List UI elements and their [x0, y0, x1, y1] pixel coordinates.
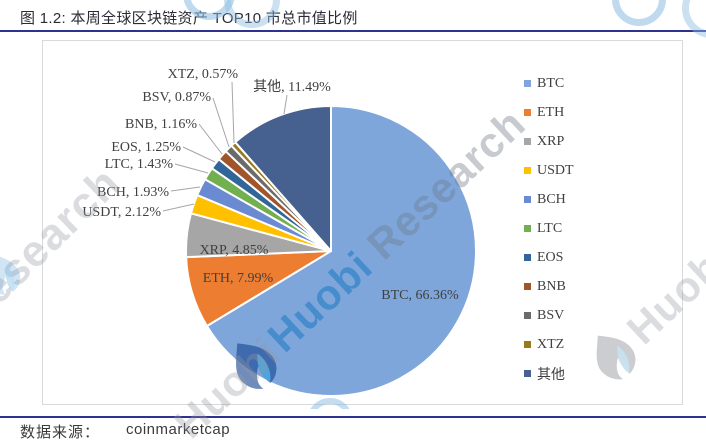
chart-frame: BTC, 66.36% ETH, 7.99% XRP, 4.85% USDT, 2.1…: [42, 40, 683, 405]
legend-item-other: 其他: [524, 359, 574, 388]
legend-swatch-icon: [524, 109, 531, 116]
legend-swatch-icon: [524, 167, 531, 174]
legend-swatch-icon: [524, 80, 531, 87]
legend-label: BSV: [537, 307, 565, 323]
legend-label: XTZ: [537, 336, 565, 352]
legend-label: LTC: [537, 220, 563, 236]
pie-data-label-bnb: BNB, 1.16%: [125, 117, 197, 132]
pie-data-label-bch: BCH, 1.93%: [97, 185, 169, 200]
legend-label: ETH: [537, 104, 565, 120]
huobi-droplet-icon: [0, 247, 27, 301]
legend-item-btc: BTC: [524, 69, 574, 98]
legend-swatch-icon: [524, 138, 531, 145]
legend-item-bsv: BSV: [524, 301, 574, 330]
chart-legend: BTC ETH XRP USDT BCH LTC EOS BNB BSV XTZ 其他: [524, 69, 574, 388]
pie-data-label-eth: ETH, 7.99%: [203, 271, 274, 286]
legend-item-eos: EOS: [524, 243, 574, 272]
pie-data-label-usdt: USDT, 2.12%: [82, 205, 161, 220]
pie-data-label-bsv: BSV, 0.87%: [142, 90, 211, 105]
legend-swatch-icon: [524, 283, 531, 290]
legend-item-eth: ETH: [524, 98, 574, 127]
data-source-value: coinmarketcap: [126, 421, 231, 438]
pie-slice-other: [234, 105, 332, 252]
pie-data-label-other: 其他, 11.49%: [253, 79, 331, 95]
legend-swatch-icon: [524, 312, 531, 319]
pie-data-label-btc: BTC, 66.36%: [381, 288, 459, 303]
legend-label: 其他: [537, 367, 565, 383]
legend-label: USDT: [537, 162, 574, 178]
pie-data-label-eos: EOS, 1.25%: [111, 140, 181, 155]
legend-label: XRP: [537, 133, 565, 149]
legend-item-bch: BCH: [524, 185, 574, 214]
legend-label: BNB: [537, 278, 566, 294]
legend-swatch-icon: [524, 254, 531, 261]
legend-swatch-icon: [524, 225, 531, 232]
legend-swatch-icon: [524, 341, 531, 348]
pie-data-label-xrp: XRP, 4.85%: [200, 243, 269, 258]
legend-item-bnb: BNB: [524, 272, 574, 301]
pie-chart: BTC, 66.36% ETH, 7.99% XRP, 4.85% USDT, 2.1…: [82, 67, 477, 397]
legend-label: BTC: [537, 75, 565, 91]
legend-item-xtz: XTZ: [524, 330, 574, 359]
legend-item-usdt: USDT: [524, 156, 574, 185]
label-leader-line-bch: [170, 186, 201, 192]
label-leader-line-bnb: [198, 123, 223, 155]
label-leader-line-other: [283, 94, 288, 115]
legend-swatch-icon: [524, 370, 531, 377]
label-leader-line-eos: [182, 146, 216, 163]
legend-item-ltc: LTC: [524, 214, 574, 243]
label-leader-line-usdt: [162, 203, 195, 212]
legend-label: BCH: [537, 191, 566, 207]
label-leader-line-bsv: [212, 97, 230, 148]
label-leader-line-xtz: [231, 81, 235, 144]
title-rule: [0, 30, 706, 32]
droplet-arc-watermark: [612, 0, 666, 26]
footer-rule: [0, 416, 706, 418]
legend-item-xrp: XRP: [524, 127, 574, 156]
legend-swatch-icon: [524, 196, 531, 203]
pie-data-label-ltc: LTC, 1.43%: [105, 157, 174, 172]
legend-label: EOS: [537, 249, 564, 265]
data-source-label: 数据来源：: [20, 424, 101, 441]
pie-data-label-xtz: XTZ, 0.57%: [168, 67, 239, 82]
figure-title: 图 1.2: 本周全球区块链资产 TOP10 市总市值比例: [20, 10, 358, 27]
droplet-arc-watermark: [682, 0, 706, 38]
label-leader-line-ltc: [174, 163, 209, 174]
